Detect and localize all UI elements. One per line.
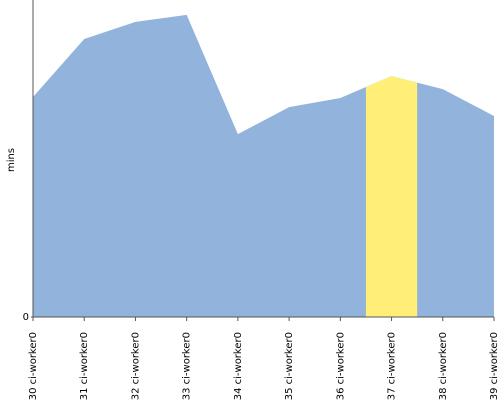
y-axis-label: mins bbox=[6, 148, 17, 172]
area bbox=[33, 14, 494, 318]
x-tick-label: #138 ci-worker0 bbox=[438, 332, 449, 400]
x-tick-label: #132 ci-worker0 bbox=[130, 332, 141, 400]
highlight-area bbox=[365, 76, 418, 317]
x-tick-label: #135 ci-worker0 bbox=[284, 332, 295, 400]
x-tick-label: #131 ci-worker0 bbox=[79, 332, 90, 400]
x-tick-label: #137 ci-worker0 bbox=[387, 332, 398, 400]
x-tick-label: #134 ci-worker0 bbox=[233, 332, 244, 400]
x-tick-label: #130 ci-worker0 bbox=[28, 332, 39, 400]
x-tick-label: #133 ci-worker0 bbox=[182, 332, 193, 400]
x-tick-label: #139 ci-worker0 bbox=[489, 332, 500, 400]
y-tick-label: 0 bbox=[23, 312, 29, 323]
x-tick-label: #136 ci-worker0 bbox=[335, 332, 346, 400]
